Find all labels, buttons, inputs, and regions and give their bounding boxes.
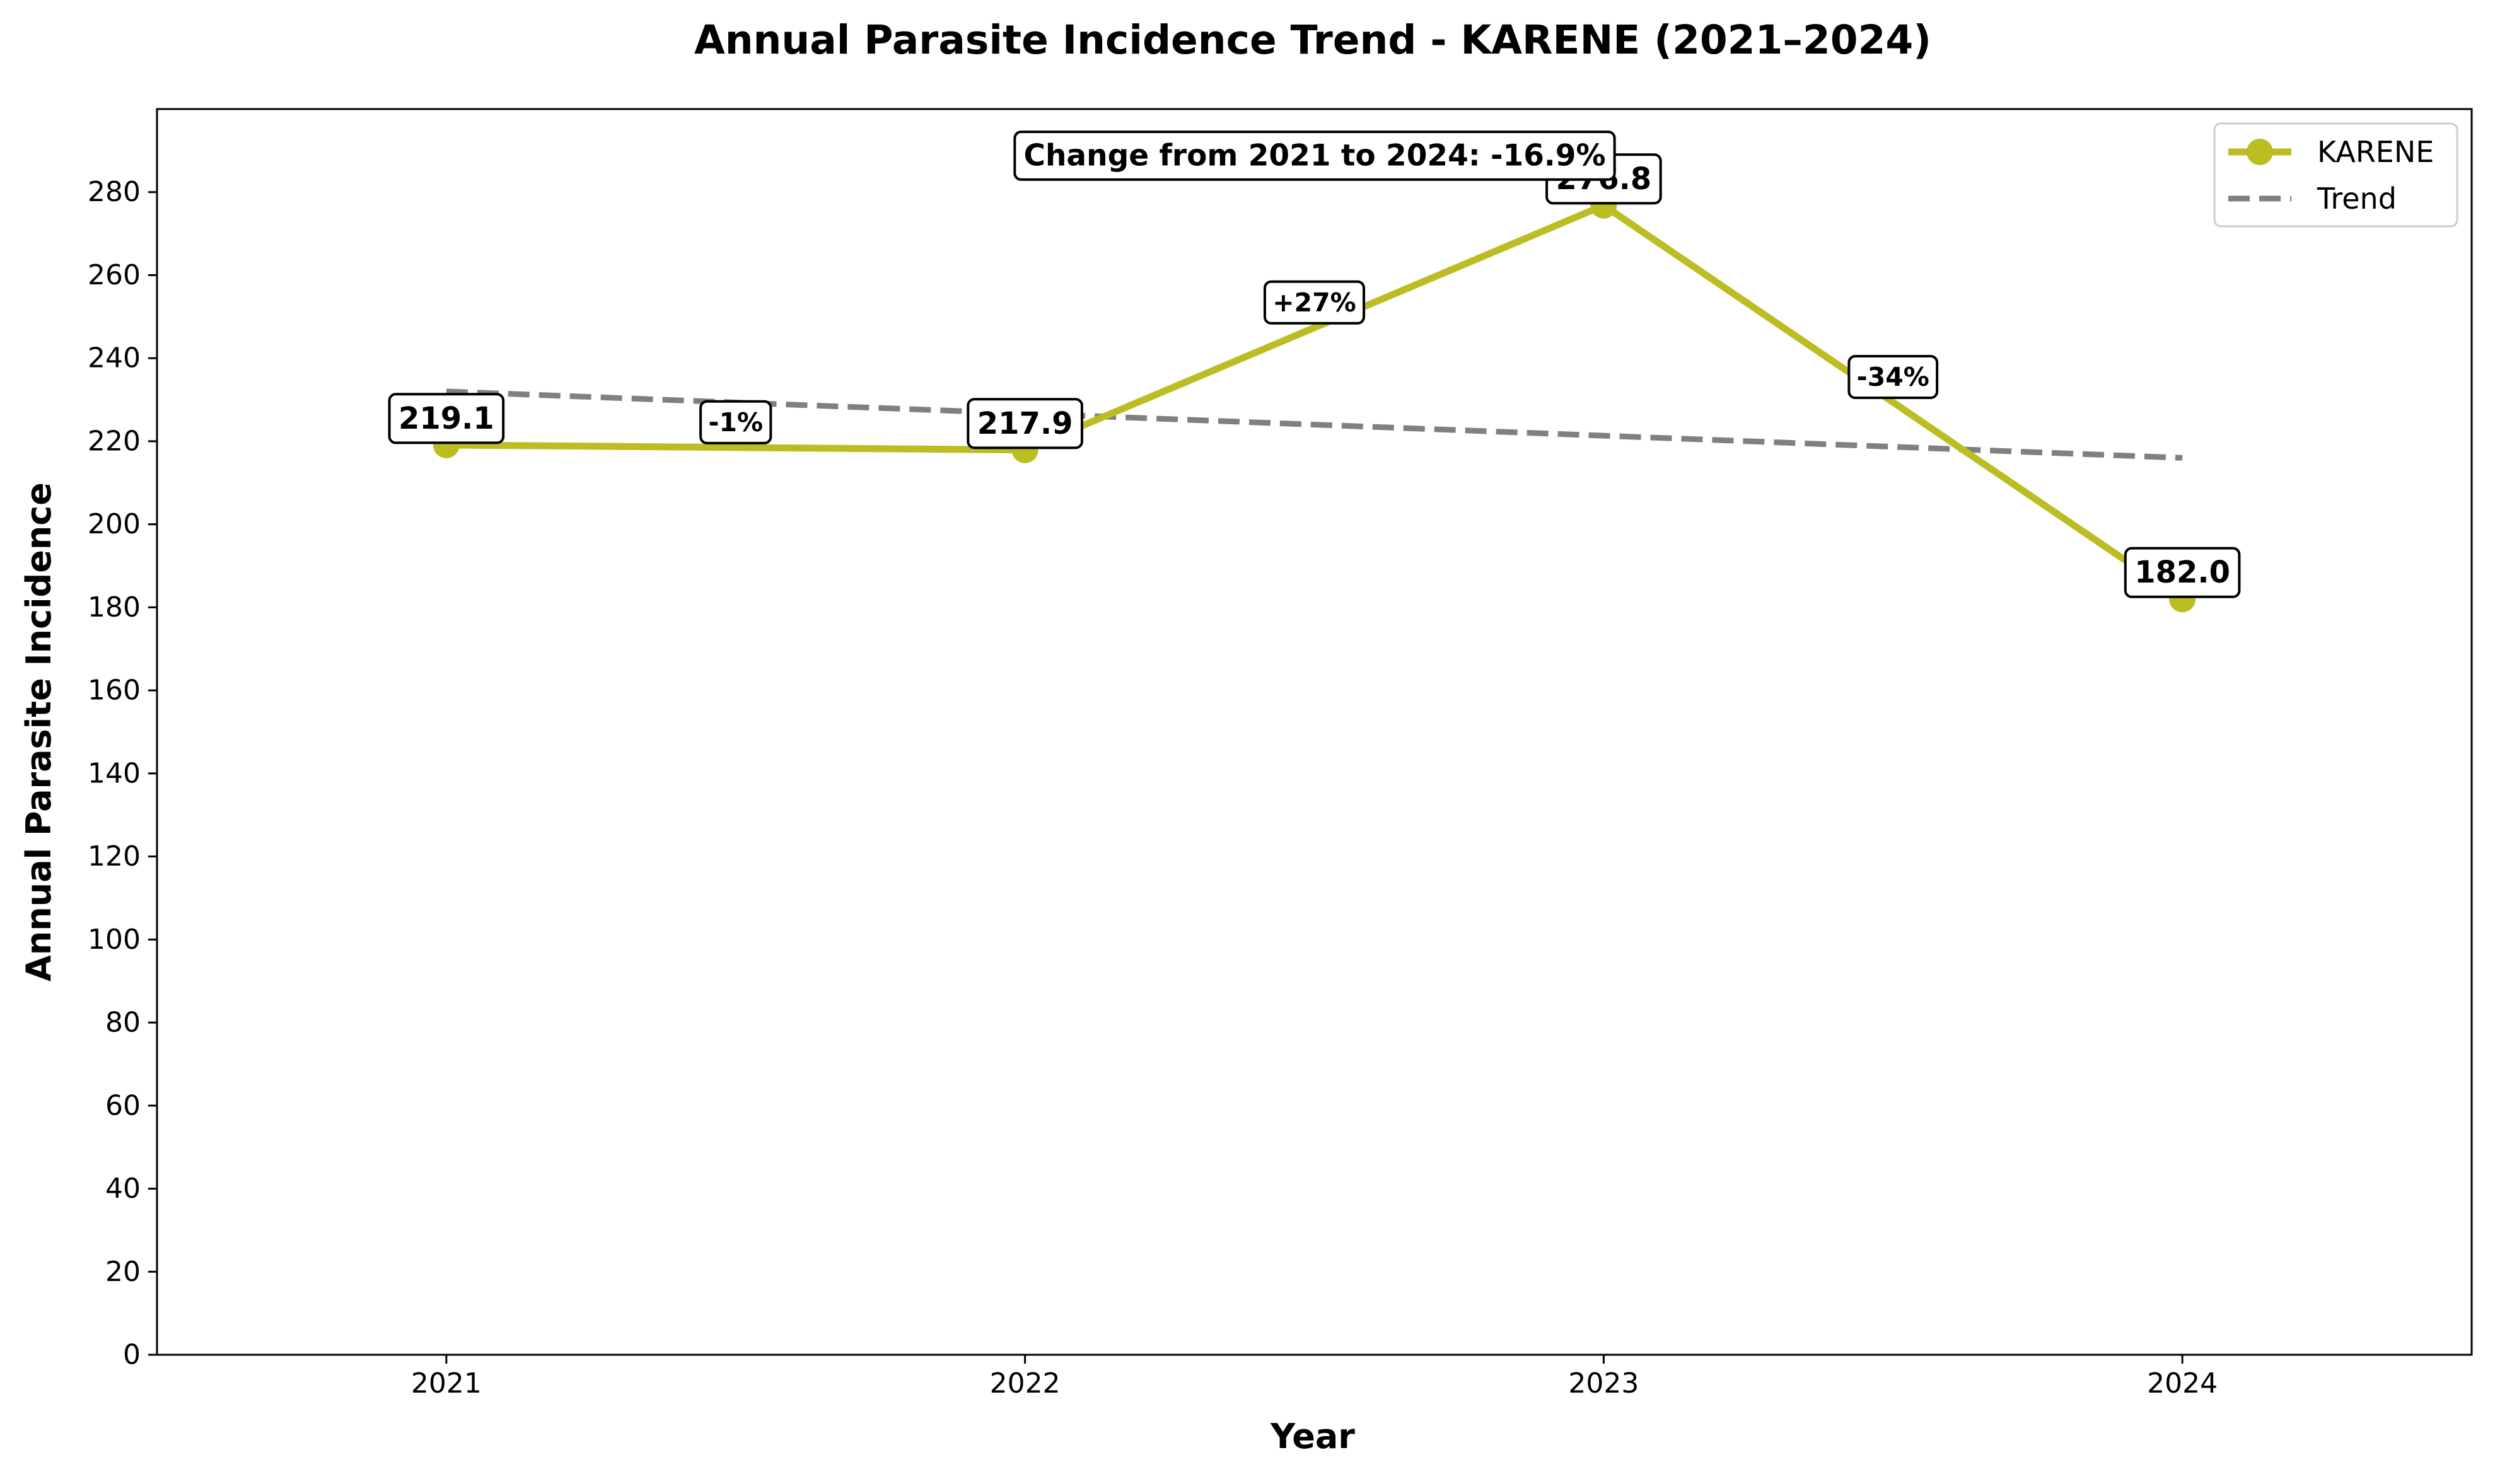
legend-marker-karene — [2247, 139, 2273, 165]
y-tick-label: 60 — [105, 1089, 141, 1122]
x-tick-label: 2021 — [411, 1367, 482, 1400]
y-tick-label: 140 — [88, 757, 141, 789]
y-tick-label: 220 — [88, 425, 141, 457]
y-tick-label: 100 — [88, 924, 141, 956]
x-axis-label: Year — [1270, 1417, 1355, 1456]
svg-text:217.9: 217.9 — [977, 406, 1073, 441]
data-label: 217.9 — [967, 398, 1083, 449]
x-tick-label: 2022 — [990, 1367, 1061, 1400]
y-tick-label: 40 — [105, 1173, 141, 1205]
change-label: +27% — [1263, 280, 1366, 325]
y-tick-label: 20 — [105, 1256, 141, 1288]
svg-text:-1%: -1% — [708, 407, 763, 438]
y-tick-label: 180 — [88, 591, 141, 623]
legend-label-karene: KARENE — [2317, 135, 2434, 169]
y-tick-label: 160 — [88, 675, 141, 707]
svg-text:-34%: -34% — [1857, 362, 1929, 392]
data-label: 219.1 — [388, 393, 505, 444]
chart-title: Annual Parasite Incidence Trend - KARENE… — [694, 17, 1931, 63]
y-tick-label: 280 — [88, 176, 141, 208]
legend-label-trend: Trend — [2317, 182, 2397, 216]
y-tick-label: 200 — [88, 508, 141, 540]
change-label: -1% — [699, 400, 772, 444]
x-tick-label: 2023 — [1568, 1367, 1639, 1400]
data-label: 182.0 — [2124, 547, 2241, 598]
y-axis-label: Annual Parasite Incidence — [19, 482, 59, 982]
change-label: -34% — [1847, 354, 1939, 400]
y-tick-label: 80 — [105, 1007, 141, 1039]
legend: KARENE Trend — [2213, 122, 2458, 228]
series-line-karene — [446, 202, 2185, 602]
x-tick-label: 2024 — [2147, 1367, 2218, 1400]
svg-text:219.1: 219.1 — [398, 401, 494, 436]
y-tick-label: 120 — [88, 840, 141, 872]
y-tick-label: 260 — [88, 259, 141, 291]
svg-text:Change from 2021 to 2024: -16.: Change from 2021 to 2024: -16.9% — [1023, 139, 1605, 173]
change-annotation: Change from 2021 to 2024: -16.9% — [1013, 130, 1616, 181]
svg-text:+27%: +27% — [1272, 287, 1356, 318]
svg-text:182.0: 182.0 — [2134, 555, 2230, 590]
plot-frame — [156, 108, 2473, 1356]
y-tick-label: 0 — [123, 1339, 141, 1371]
y-tick-label: 240 — [88, 342, 141, 374]
